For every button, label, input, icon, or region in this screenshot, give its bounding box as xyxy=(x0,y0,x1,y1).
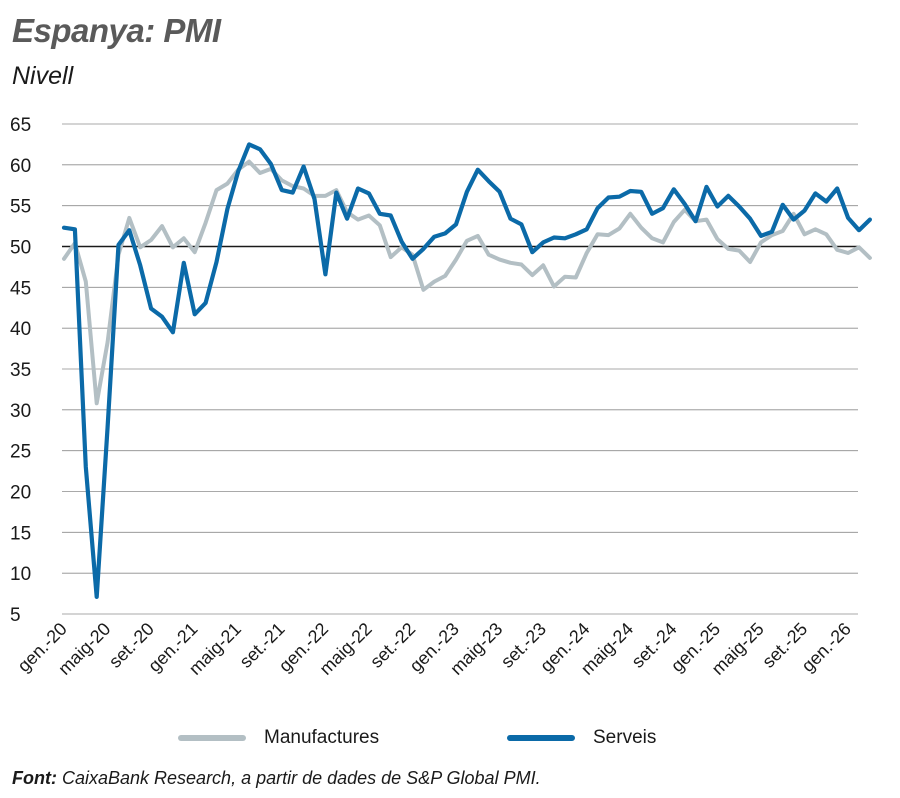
y-tick-label: 10 xyxy=(10,564,31,585)
y-tick-label: 40 xyxy=(10,319,31,340)
y-tick-label: 35 xyxy=(10,360,31,381)
y-tick-label: 45 xyxy=(10,278,31,299)
y-tick-label: 55 xyxy=(10,197,31,218)
source-note: Font: CaixaBank Research, a partir de da… xyxy=(12,768,541,789)
legend: Manufactures Serveis xyxy=(0,727,900,755)
legend-swatch-manufactures xyxy=(178,735,246,741)
x-tick-label: gen.-26 xyxy=(798,619,855,676)
legend-item-serveis: Serveis xyxy=(507,727,656,749)
series-line-serveis xyxy=(61,142,873,600)
legend-label-manufactures: Manufactures xyxy=(264,727,380,748)
y-tick-label: 50 xyxy=(10,238,31,259)
legend-item-manufactures: Manufactures xyxy=(178,727,379,749)
chart-title: Espanya: PMI xyxy=(12,12,221,49)
chart-subtitle: Nivell xyxy=(12,62,74,90)
y-tick-label: 65 xyxy=(10,115,31,136)
source-prefix: Font: xyxy=(12,768,57,788)
source-text: CaixaBank Research, a partir de dades de… xyxy=(56,768,541,788)
legend-label-serveis: Serveis xyxy=(593,727,657,748)
y-axis-ticks: 5 10 15 20 25 30 35 40 45 50 55 60 65 xyxy=(10,115,31,626)
gridlines xyxy=(62,123,858,615)
y-tick-label: 15 xyxy=(10,523,31,544)
y-tick-label: 25 xyxy=(10,442,31,463)
legend-swatch-serveis xyxy=(507,735,575,741)
pmi-line-chart: 5 10 15 20 25 30 35 40 45 50 55 60 65 gen.-20maig-20… xyxy=(10,115,873,679)
y-tick-label: 30 xyxy=(10,401,31,422)
y-tick-label: 20 xyxy=(10,483,31,504)
y-tick-label: 5 xyxy=(10,605,21,626)
series-line-manufactures xyxy=(62,159,872,406)
series-lines xyxy=(61,142,873,600)
y-tick-label: 60 xyxy=(10,156,31,177)
x-axis-ticks: gen.-20maig-20set.-20gen.-21maig-21set.-… xyxy=(14,619,855,679)
